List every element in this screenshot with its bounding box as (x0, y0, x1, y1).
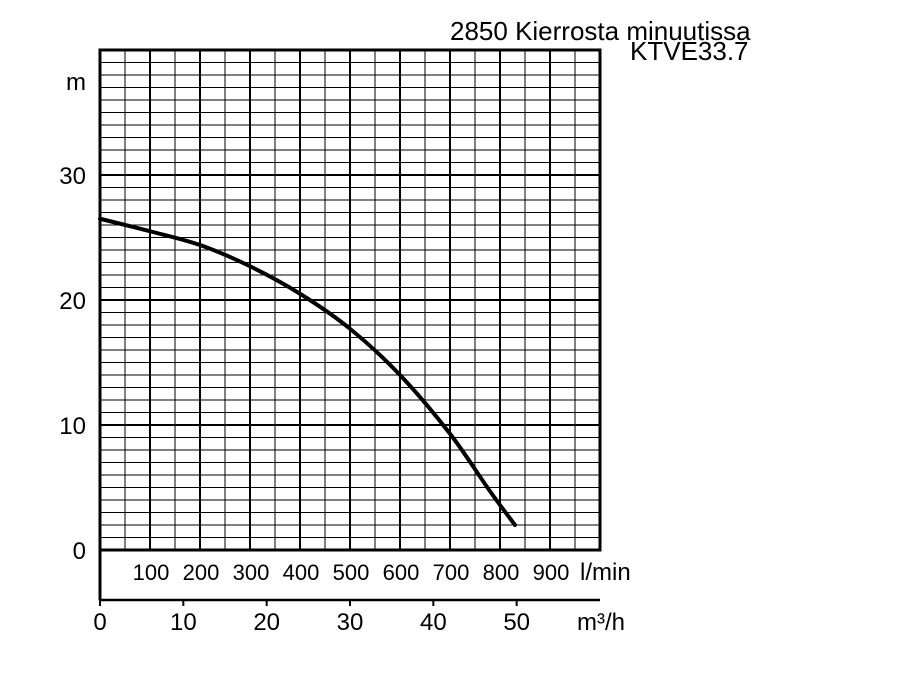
lpm-tick-label: 900 (533, 560, 570, 585)
m3h-tick-label: 20 (253, 609, 280, 636)
m3h-tick-label: 0 (93, 609, 106, 636)
lpm-tick-label: 800 (483, 560, 520, 585)
major-grid (100, 50, 600, 550)
lpm-tick-label: 300 (233, 560, 270, 585)
m3h-unit-label: m³/h (577, 609, 625, 636)
lpm-tick-label: 400 (283, 560, 320, 585)
y-tick-labels: 0 10 20 30 (59, 163, 86, 565)
m3h-tick-labels: 0 10 20 30 40 50 (93, 609, 530, 636)
pump-curve-line (98, 216, 517, 527)
y-tick-label: 10 (59, 413, 86, 440)
lpm-tick-label: 700 (433, 560, 470, 585)
y-tick-label: 20 (59, 288, 86, 315)
chart-subtitle: KTVE33.7 (630, 36, 749, 66)
lpm-tick-label: 600 (383, 560, 420, 585)
m3h-tick-marks (99, 600, 518, 606)
chart-title: 2850 Kierrosta minuutissa (450, 16, 751, 46)
plot-frame (98, 48, 602, 552)
lpm-unit-label: l/min (580, 559, 631, 586)
m3h-tick-label: 50 (503, 609, 530, 636)
y-tick-label: 30 (59, 163, 86, 190)
lpm-tick-label: 500 (333, 560, 370, 585)
lpm-tick-label: 200 (183, 560, 220, 585)
m3h-tick-label: 30 (337, 609, 364, 636)
y-tick-label: 0 (73, 538, 86, 565)
lpm-tick-label: 100 (133, 560, 170, 585)
m3h-tick-label: 40 (420, 609, 447, 636)
lpm-tick-labels: 100 200 300 400 500 600 700 800 900 (133, 560, 570, 585)
y-axis-label: m (66, 69, 86, 96)
m3h-tick-label: 10 (170, 609, 197, 636)
